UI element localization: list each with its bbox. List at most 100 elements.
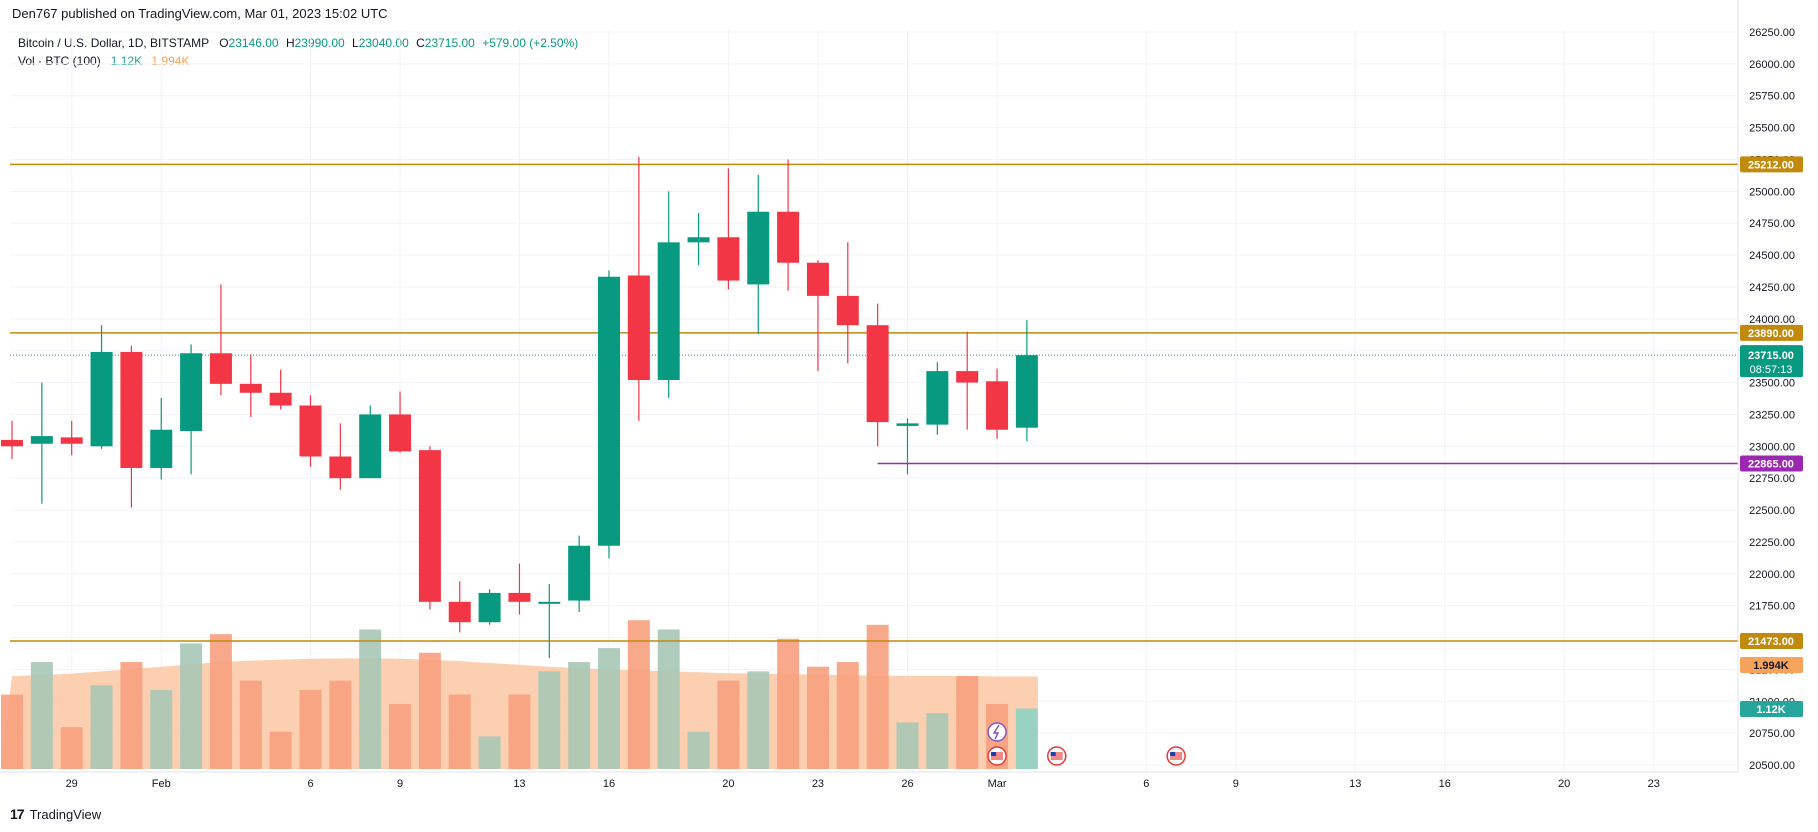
flag-stripes [1170, 752, 1183, 760]
volume-bar [717, 680, 740, 769]
candle-body [568, 545, 591, 601]
candle-body [448, 601, 471, 623]
price-tick-label: 24250.00 [1749, 282, 1795, 294]
price-tick-label: 26000.00 [1749, 59, 1795, 71]
volume-label[interactable]: Vol · BTC (100) [18, 54, 101, 68]
volume-bar [1, 694, 23, 769]
candle-body [598, 276, 620, 546]
footer: 17 TradingView [10, 806, 101, 822]
candle-body [478, 592, 501, 623]
volume-bar [239, 680, 262, 769]
volume-bar [956, 676, 979, 769]
candle-body [836, 295, 859, 326]
candle-body [209, 353, 232, 384]
volume-bar [478, 736, 501, 769]
price-tick-label: 20750.00 [1749, 728, 1795, 740]
candle-body [747, 211, 770, 285]
time-tick-label: 9 [397, 778, 403, 790]
candle-body [180, 353, 203, 432]
candle-body [60, 437, 83, 444]
flag-stripes [1050, 752, 1063, 760]
price-tick-label: 22500.00 [1749, 505, 1795, 517]
price-tick-label: 21750.00 [1749, 601, 1795, 613]
time-tick-label: 20 [722, 778, 734, 790]
volume-bar [90, 685, 113, 769]
price-tick-label: 26250.00 [1749, 27, 1795, 39]
candle-body [299, 405, 322, 457]
flag-canton [1170, 752, 1176, 756]
candle-body [150, 429, 173, 468]
volume-value: 1.12K [110, 54, 143, 68]
volume-bar [538, 671, 561, 769]
last-price-tag: 23715.00 [1748, 350, 1794, 362]
candle-body [1015, 355, 1038, 428]
volume-bar [836, 662, 859, 769]
candle-body [239, 383, 262, 393]
price-tick-label: 24000.00 [1749, 314, 1795, 326]
candle-body [1, 439, 23, 447]
volume-bar [627, 620, 650, 769]
countdown-timer: 08:57:13 [1750, 364, 1793, 376]
level-price-tag-bg [1740, 324, 1803, 341]
candles [1, 156, 1038, 658]
volume-bar [926, 713, 949, 769]
price-tick-label: 20500.00 [1749, 760, 1795, 772]
time-tick-label: Feb [152, 778, 171, 790]
brand-name: TradingView [29, 806, 102, 822]
candle-body [418, 450, 441, 602]
candle-body [657, 242, 680, 381]
lightning-icon [987, 722, 1007, 742]
volume-bar [598, 648, 620, 769]
candle-body [329, 456, 352, 479]
high-label: H [285, 36, 295, 50]
close-value: 23715.00 [424, 36, 475, 50]
candle-body [986, 381, 1009, 430]
time-tick-label: 23 [1648, 778, 1660, 790]
level-price-tag-bg [1740, 156, 1803, 173]
volume-bar [866, 624, 889, 769]
time-axis[interactable]: 629Feb691316202326Mar6913162023 [0, 771, 1738, 790]
price-tick-label: 22750.00 [1749, 473, 1795, 485]
price-tick-label: 23250.00 [1749, 409, 1795, 421]
candle-body [90, 351, 113, 447]
tradingview-logo-icon: 17 [10, 806, 25, 822]
volume-bar [209, 634, 232, 769]
price-tick-label: 22250.00 [1749, 537, 1795, 549]
price-tick-label: 24500.00 [1749, 250, 1795, 262]
flag-canton [991, 752, 997, 756]
volume-bar [657, 629, 680, 769]
volume-bar [806, 666, 829, 769]
volume-bar [329, 680, 352, 769]
price-tick-label: 22000.00 [1749, 569, 1795, 581]
volume-bar [747, 671, 770, 769]
volume-bar [30, 662, 53, 769]
time-tick-label: 20 [1558, 778, 1570, 790]
volume-bar [896, 722, 919, 769]
volume-bar [60, 727, 83, 769]
price-tick-label: 24750.00 [1749, 218, 1795, 230]
level-price-tag-bg [1740, 632, 1803, 649]
us-flag-icon [1047, 746, 1067, 766]
price-tick-label: 25750.00 [1749, 91, 1795, 103]
level-price-tag: 25212.00 [1748, 159, 1794, 171]
lightning-circle [987, 722, 1007, 742]
price-tick-label: 25000.00 [1749, 186, 1795, 198]
candle-body [30, 436, 53, 444]
candle-body [269, 392, 292, 406]
candle-body [687, 237, 710, 243]
volume-bar [180, 643, 203, 769]
candle-body [956, 371, 979, 383]
candle-body [926, 371, 949, 425]
volume-bar [120, 662, 143, 769]
price-axis[interactable]: 20500.0020750.0021000.0021250.0021500.00… [1737, 0, 1795, 772]
time-tick-label: 13 [513, 778, 525, 790]
volume-bar [418, 652, 441, 769]
volume-bar [150, 689, 173, 769]
time-tick-label: 26 [901, 778, 913, 790]
time-tick-label: 16 [603, 778, 615, 790]
flag-canton [1050, 752, 1056, 756]
volume-ma-tag: 1.994K [1753, 660, 1789, 672]
level-price-tag: 21473.00 [1748, 636, 1794, 648]
close-label: C [416, 36, 425, 50]
